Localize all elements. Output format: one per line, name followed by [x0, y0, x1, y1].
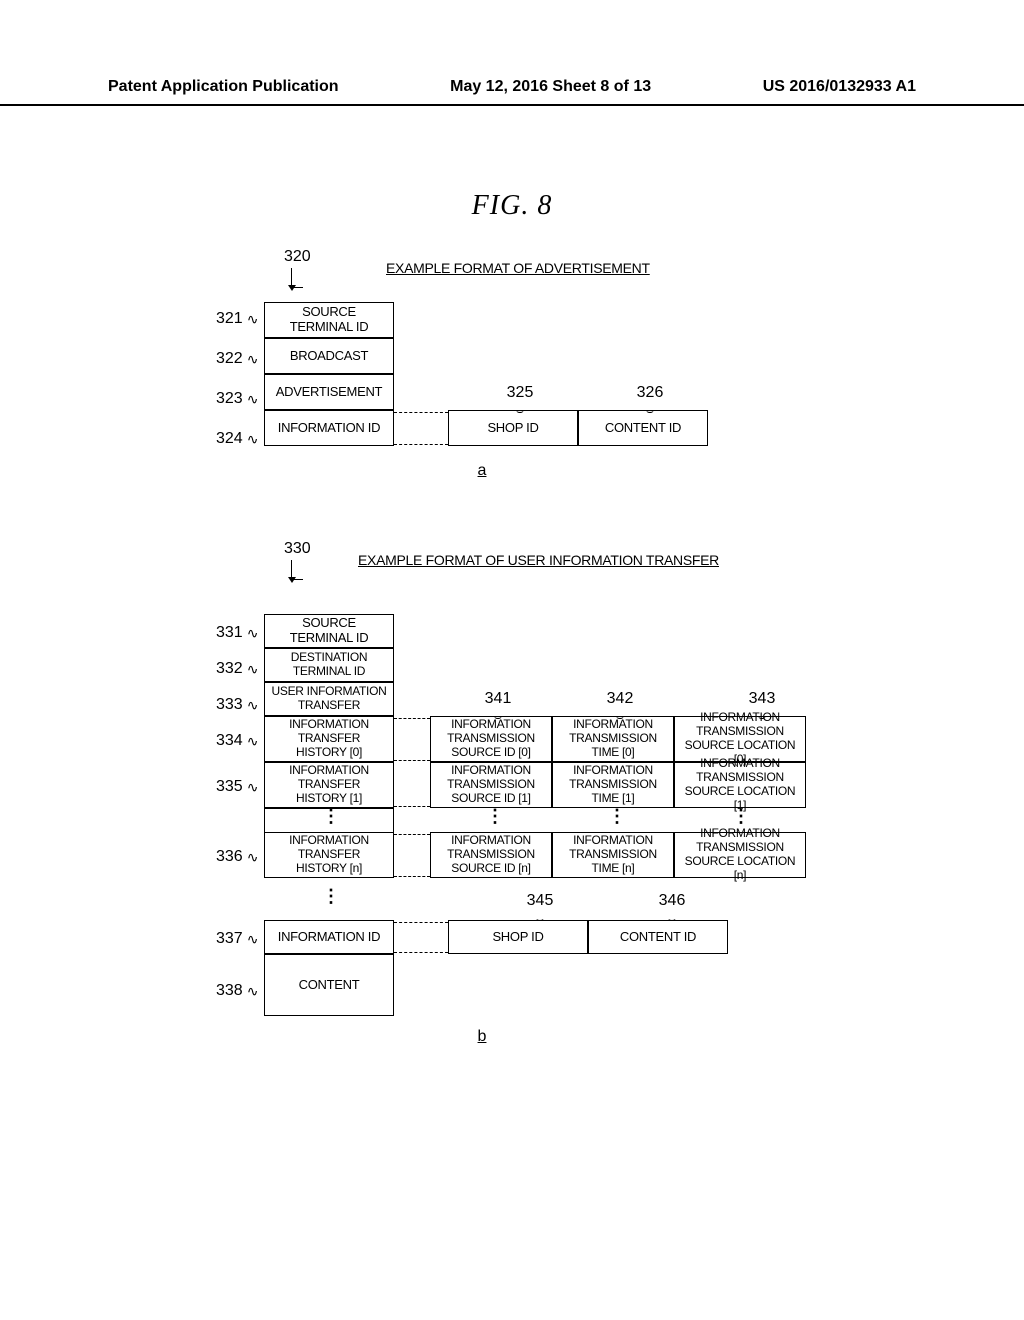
cell-content-id-a: CONTENT ID	[578, 410, 708, 446]
ref-322: 322∿	[216, 350, 258, 368]
cell-information-id-a: INFORMATION ID	[264, 410, 394, 446]
ref-336: 336∿	[216, 848, 258, 866]
vdots-left-2: ⋮	[322, 886, 340, 907]
cell-history-1: INFORMATION TRANSFER HISTORY [1]	[264, 762, 394, 808]
sub-b: b	[472, 1028, 492, 1046]
cell-loc-0: INFORMATION TRANSMISSION SOURCE LOCATION…	[674, 716, 806, 762]
cell-src-id-n: INFORMATION TRANSMISSION SOURCE ID [n]	[430, 832, 552, 878]
dash-a-top	[394, 412, 448, 413]
cell-user-info-transfer: USER INFORMATION TRANSFER	[264, 682, 394, 716]
ref-337: 337∿	[216, 930, 258, 948]
cell-history-n: INFORMATION TRANSFER HISTORY [n]	[264, 832, 394, 878]
vdots-left-1: ⋮	[322, 806, 340, 827]
cell-time-n: INFORMATION TRANSMISSION TIME [n]	[552, 832, 674, 878]
ref-323: 323∿	[216, 390, 258, 408]
cell-source-terminal-id-b: SOURCE TERMINAL ID	[264, 614, 394, 648]
ref-332: 332∿	[216, 660, 258, 678]
page-header: Patent Application Publication May 12, 2…	[0, 78, 1024, 96]
cell-content: CONTENT	[264, 954, 394, 1016]
dash-b-1b	[394, 806, 430, 807]
vdots-c2: ⋮	[608, 806, 626, 827]
cell-broadcast: BROADCAST	[264, 338, 394, 374]
cell-src-id-1: INFORMATION TRANSMISSION SOURCE ID [1]	[430, 762, 552, 808]
cell-shop-id-a: SHOP ID	[448, 410, 578, 446]
cell-src-id-0: INFORMATION TRANSMISSION SOURCE ID [0]	[430, 716, 552, 762]
dash-b-nb	[394, 876, 430, 877]
ref-330: 330	[284, 540, 311, 580]
vdots-c1: ⋮	[486, 806, 504, 827]
cell-loc-n: INFORMATION TRANSMISSION SOURCE LOCATION…	[674, 832, 806, 878]
figure-title: FIG. 8	[0, 190, 1024, 222]
cell-destination-terminal-id: DESTINATION TERMINAL ID	[264, 648, 394, 682]
cell-advertisement: ADVERTISEMENT	[264, 374, 394, 410]
cell-shop-id-b: SHOP ID	[448, 920, 588, 954]
dash-b-0t	[394, 718, 430, 719]
ref-331: 331∿	[216, 624, 258, 642]
ref-334: 334∿	[216, 732, 258, 750]
ref-338: 338∿	[216, 982, 258, 1000]
ref-335: 335∿	[216, 778, 258, 796]
cell-time-1: INFORMATION TRANSMISSION TIME [1]	[552, 762, 674, 808]
dash-b-0b	[394, 760, 430, 761]
dash-a-bot	[394, 444, 448, 445]
ref-324: 324∿	[216, 430, 258, 448]
cell-loc-1: INFORMATION TRANSMISSION SOURCE LOCATION…	[674, 762, 806, 808]
header-left: Patent Application Publication	[108, 78, 339, 96]
cell-content-id-b: CONTENT ID	[588, 920, 728, 954]
section-a-title: EXAMPLE FORMAT OF ADVERTISEMENT	[386, 260, 650, 276]
dash-b-infot	[394, 922, 448, 923]
cell-time-0: INFORMATION TRANSMISSION TIME [0]	[552, 716, 674, 762]
cell-history-0: INFORMATION TRANSFER HISTORY [0]	[264, 716, 394, 762]
ref-333: 333∿	[216, 696, 258, 714]
dash-b-infob	[394, 952, 448, 953]
header-right: US 2016/0132933 A1	[763, 78, 916, 96]
cell-source-terminal-id-a: SOURCE TERMINAL ID	[264, 302, 394, 338]
dash-b-nt	[394, 834, 430, 835]
vdots-c3: ⋮	[732, 806, 750, 827]
sub-a: a	[472, 462, 492, 480]
header-rule	[0, 104, 1024, 106]
ref-321: 321∿	[216, 310, 258, 328]
section-b-title: EXAMPLE FORMAT OF USER INFORMATION TRANS…	[358, 552, 719, 568]
header-mid: May 12, 2016 Sheet 8 of 13	[450, 78, 651, 96]
cell-information-id-b: INFORMATION ID	[264, 920, 394, 954]
ref-320: 320	[284, 248, 311, 288]
